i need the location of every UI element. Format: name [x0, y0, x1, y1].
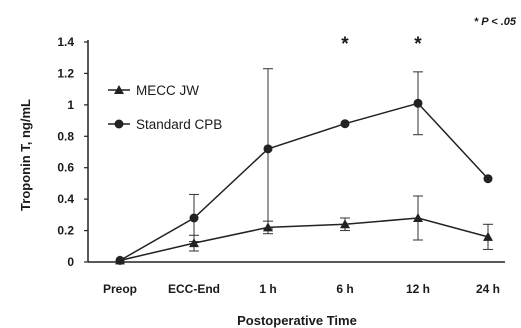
x-tick-label: ECC-End	[168, 282, 220, 296]
series-line-cpb	[119, 102, 489, 262]
data-point-mecc	[483, 231, 493, 241]
axes	[87, 40, 505, 263]
data-point-cpb	[115, 255, 125, 265]
data-point-mecc	[263, 222, 273, 232]
data-point-mecc	[189, 238, 199, 248]
data-point-cpb	[483, 174, 493, 184]
significance-note: * P < .05	[474, 16, 517, 28]
y-tick-label: 0	[67, 255, 74, 269]
series-markers	[115, 98, 493, 265]
y-ticks: 0 0.2 0.4 0.6 0.8 1 1.2 1.4	[57, 35, 88, 269]
significance-star: *	[341, 34, 349, 55]
y-tick-label: 0.8	[57, 129, 74, 143]
y-axis-title: Troponin T, ng/mL	[18, 99, 33, 211]
legend-marker-cpb	[114, 119, 124, 129]
data-point-cpb	[413, 98, 423, 108]
significance-star: *	[414, 34, 422, 55]
data-point-cpb	[189, 213, 199, 223]
legend-label-mecc: MECC JW	[136, 83, 199, 98]
x-tick-label: 12 h	[406, 282, 430, 296]
y-tick-label: 1.2	[57, 66, 74, 80]
data-point-cpb	[263, 144, 273, 154]
y-tick-label: 1	[67, 98, 74, 112]
data-point-mecc	[340, 219, 350, 229]
data-point-cpb	[340, 119, 350, 129]
data-point-mecc	[413, 213, 423, 222]
y-tick-label: 0.2	[57, 224, 74, 238]
series-line-mecc	[119, 217, 489, 262]
x-tick-label: 24 h	[476, 282, 500, 296]
x-tick-label: Preop	[103, 282, 137, 296]
series-lines	[119, 102, 489, 262]
x-ticks: Preop ECC-End 1 h 6 h 12 h 24 h	[103, 282, 500, 296]
x-tick-label: 6 h	[336, 282, 353, 296]
y-tick-label: 0.6	[57, 161, 74, 175]
error-bars	[189, 68, 493, 252]
y-tick-label: 1.4	[57, 35, 74, 49]
x-tick-label: 1 h	[259, 282, 276, 296]
y-tick-label: 0.4	[57, 192, 74, 206]
legend: MECC JW Standard CPB	[108, 83, 222, 132]
legend-marker-mecc	[114, 85, 124, 94]
legend-label-cpb: Standard CPB	[136, 117, 222, 132]
significance-stars: * *	[341, 34, 422, 55]
x-axis-title: Postoperative Time	[237, 313, 357, 328]
